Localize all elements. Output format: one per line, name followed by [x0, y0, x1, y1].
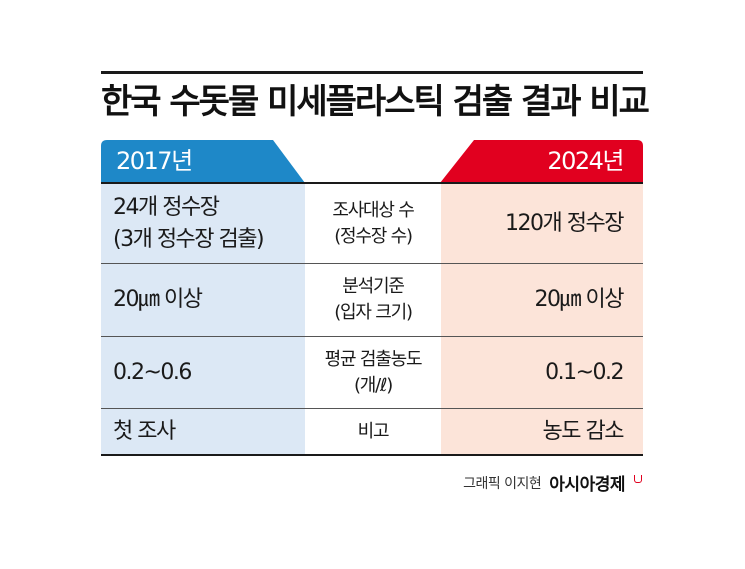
row-divider — [101, 263, 643, 264]
cell-2017: 24개 정수장 (3개 정수장 검출) — [101, 184, 305, 263]
year-tab-2017: 2017년 — [101, 140, 305, 183]
category-label: 분석기준 — [342, 276, 405, 297]
cell-2024: 0.1~0.2 — [441, 337, 643, 408]
table-row-average-concentration: 0.2~0.6 평균 검출농도 (개/ℓ) 0.1~0.2 — [101, 337, 643, 408]
cell-2017: 20㎛ 이상 — [101, 264, 305, 336]
row-divider — [101, 408, 643, 409]
cell-2024: 농도 감소 — [441, 409, 643, 454]
cell-text: 첫 조사 — [113, 418, 176, 444]
cell-text: 20㎛ 이상 — [113, 287, 203, 312]
cell-text: 0.1~0.2 — [545, 359, 624, 385]
red-tab-shape — [440, 140, 643, 183]
logo-mark-icon — [634, 474, 642, 483]
cell-category: 조사대상 수 (정수장 수) — [305, 184, 441, 263]
category-sublabel: (정수장 수) — [334, 225, 413, 247]
category-label: 비고 — [357, 420, 390, 442]
column-2024-background — [441, 184, 643, 454]
cell-text: 20㎛ 이상 — [534, 287, 625, 312]
top-rule — [101, 71, 643, 74]
bottom-rule — [101, 454, 643, 456]
blue-tab-shape — [101, 140, 305, 183]
table-row-survey-count: 24개 정수장 (3개 정수장 검출) 조사대상 수 (정수장 수) 120개 … — [101, 184, 643, 263]
category-label: 조사대상 수 — [332, 199, 415, 221]
year-tab-2024: 2024년 — [440, 140, 643, 183]
table-row-analysis-criteria: 20㎛ 이상 분석기준 (입자 크기) 20㎛ 이상 — [101, 264, 643, 336]
cell-2024: 120개 정수장 — [441, 184, 643, 263]
row-divider — [101, 336, 643, 337]
cell-category: 비고 — [305, 409, 441, 454]
cell-text: 0.2~0.6 — [113, 359, 192, 385]
credit: 그래픽 이지현 아시아경제 — [463, 470, 642, 495]
cell-text: 120개 정수장 — [505, 210, 624, 236]
year-label-right: 2024년 — [547, 147, 624, 175]
column-2017-background — [101, 184, 305, 454]
cell-text: 농도 감소 — [542, 418, 625, 444]
graphic-credit: 그래픽 이지현 — [463, 475, 542, 492]
cell-2017: 첫 조사 — [101, 409, 305, 454]
cell-category: 분석기준 (입자 크기) — [305, 264, 441, 336]
header-rule — [101, 182, 643, 184]
cell-text: (3개 정수장 검출) — [113, 226, 265, 252]
cell-category: 평균 검출농도 (개/ℓ) — [305, 337, 441, 408]
category-label: 평균 검출농도 — [324, 348, 423, 370]
category-sublabel: (입자 크기) — [334, 302, 413, 323]
page-title: 한국 수돗물 미세플라스틱 검출 결과 비교 — [101, 82, 650, 122]
publisher-logo: 아시아경제 — [549, 475, 625, 495]
year-label-left: 2017년 — [116, 147, 193, 175]
cell-2024: 20㎛ 이상 — [441, 264, 643, 336]
cell-2017: 0.2~0.6 — [101, 337, 305, 408]
category-sublabel: (개/ℓ) — [353, 374, 393, 396]
cell-text: 24개 정수장 — [113, 194, 220, 220]
table-row-remarks: 첫 조사 비고 농도 감소 — [101, 409, 643, 454]
